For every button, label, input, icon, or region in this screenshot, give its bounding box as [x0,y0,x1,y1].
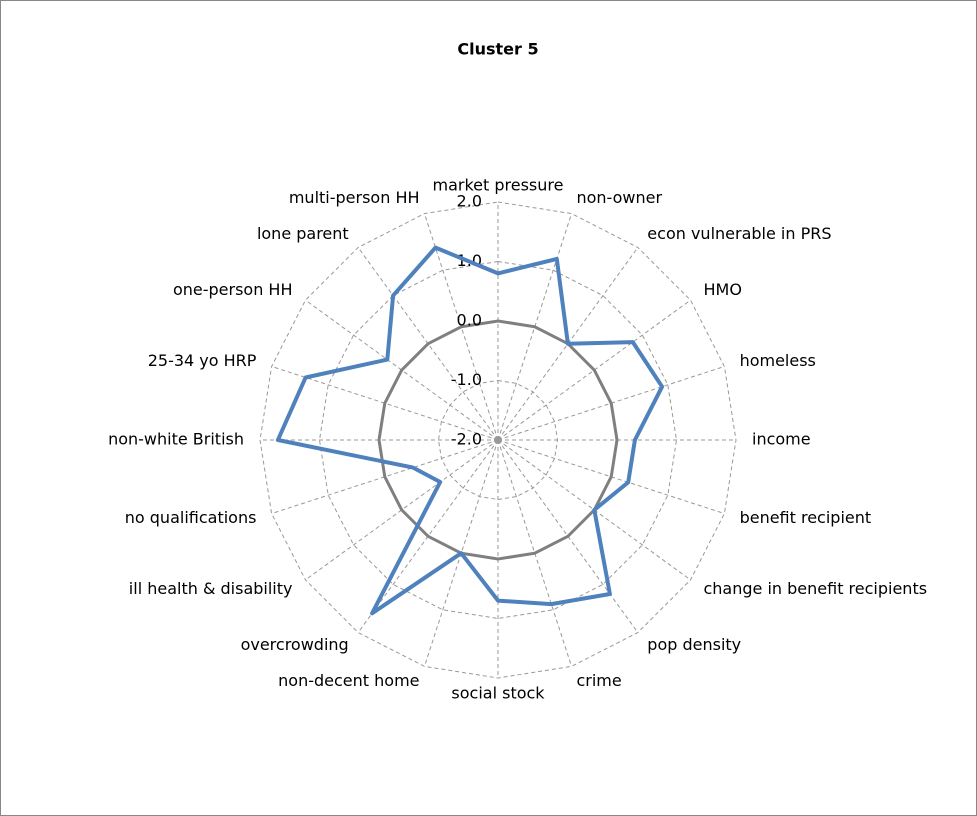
spoke [497,439,639,633]
category-label: homeless [740,351,816,370]
category-label: social stock [451,684,545,703]
spoke [305,439,499,581]
axis-tick-label: 0.0 [457,311,482,330]
category-label: benefit recipient [740,508,872,527]
series-line [275,245,665,616]
spoke [305,299,499,441]
axis-tick-label: 2.0 [457,192,482,211]
grid-ring [259,201,737,679]
category-label: non-decent home [278,671,419,690]
category-label: non-owner [576,188,662,207]
category-label: change in benefit recipients [703,579,927,598]
category-label: overcrowding [241,635,349,654]
category-label: one-person HH [173,280,293,299]
category-label: lone parent [257,224,349,243]
grid-ring [437,379,559,501]
grid-ring [377,319,619,561]
category-label: HMO [703,280,741,299]
axis-tick-label: -1.0 [451,370,482,389]
category-label: non-white British [108,430,244,449]
spoke [357,247,499,441]
center-dot [494,436,502,444]
category-label: ill health & disability [129,579,293,598]
category-label: income [752,430,811,449]
category-label: 25-34 yo HRP [148,351,257,370]
category-label: no qualifications [125,508,257,527]
category-label: crime [576,671,621,690]
axis-tick-label: -2.0 [451,430,482,449]
category-label: pop density [647,635,741,654]
chart-title: Cluster 5 [457,40,538,59]
category-label: econ vulnerable in PRS [647,224,831,243]
spoke [497,247,639,441]
category-label: market pressure [433,176,564,195]
category-label: multi-person HH [289,188,420,207]
